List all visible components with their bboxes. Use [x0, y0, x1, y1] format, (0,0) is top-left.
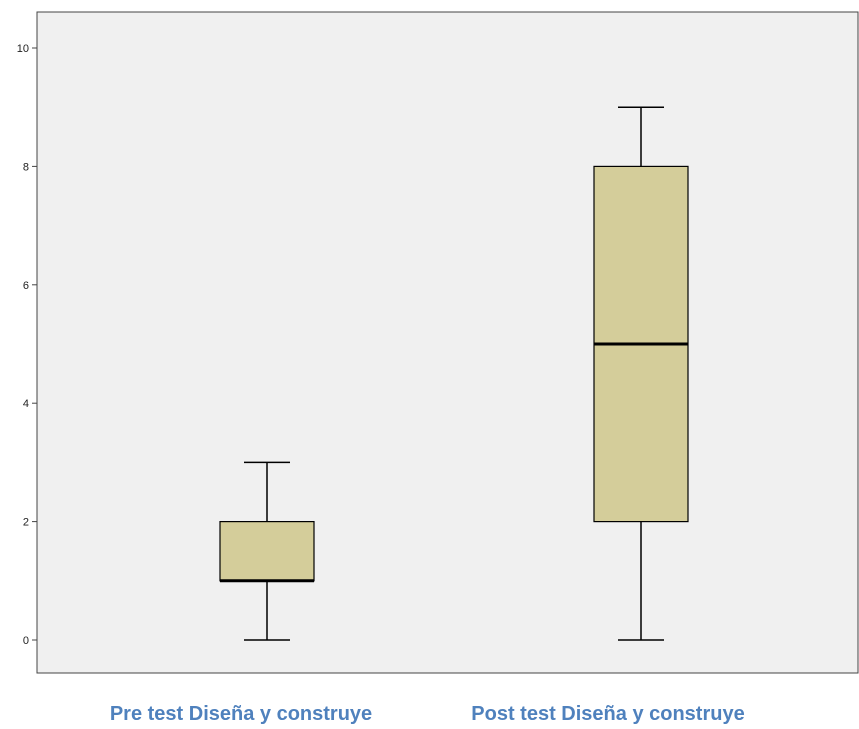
y-tick-label: 0: [23, 635, 29, 647]
y-tick-label: 10: [17, 43, 29, 55]
y-tick-label: 4: [23, 398, 29, 410]
plot-area: [36, 11, 859, 674]
y-tick-label: 8: [23, 161, 29, 173]
y-tick-label: 6: [23, 280, 29, 292]
iqr-box: [219, 520, 315, 582]
y-tick-label: 2: [23, 517, 29, 529]
y-axis: 0 2 4 6 8 10: [17, 43, 37, 647]
boxes-group: [219, 106, 689, 641]
x-category-label: Post test Diseña y construye: [471, 703, 745, 725]
x-category-label: Pre test Diseña y construye: [109, 703, 373, 725]
